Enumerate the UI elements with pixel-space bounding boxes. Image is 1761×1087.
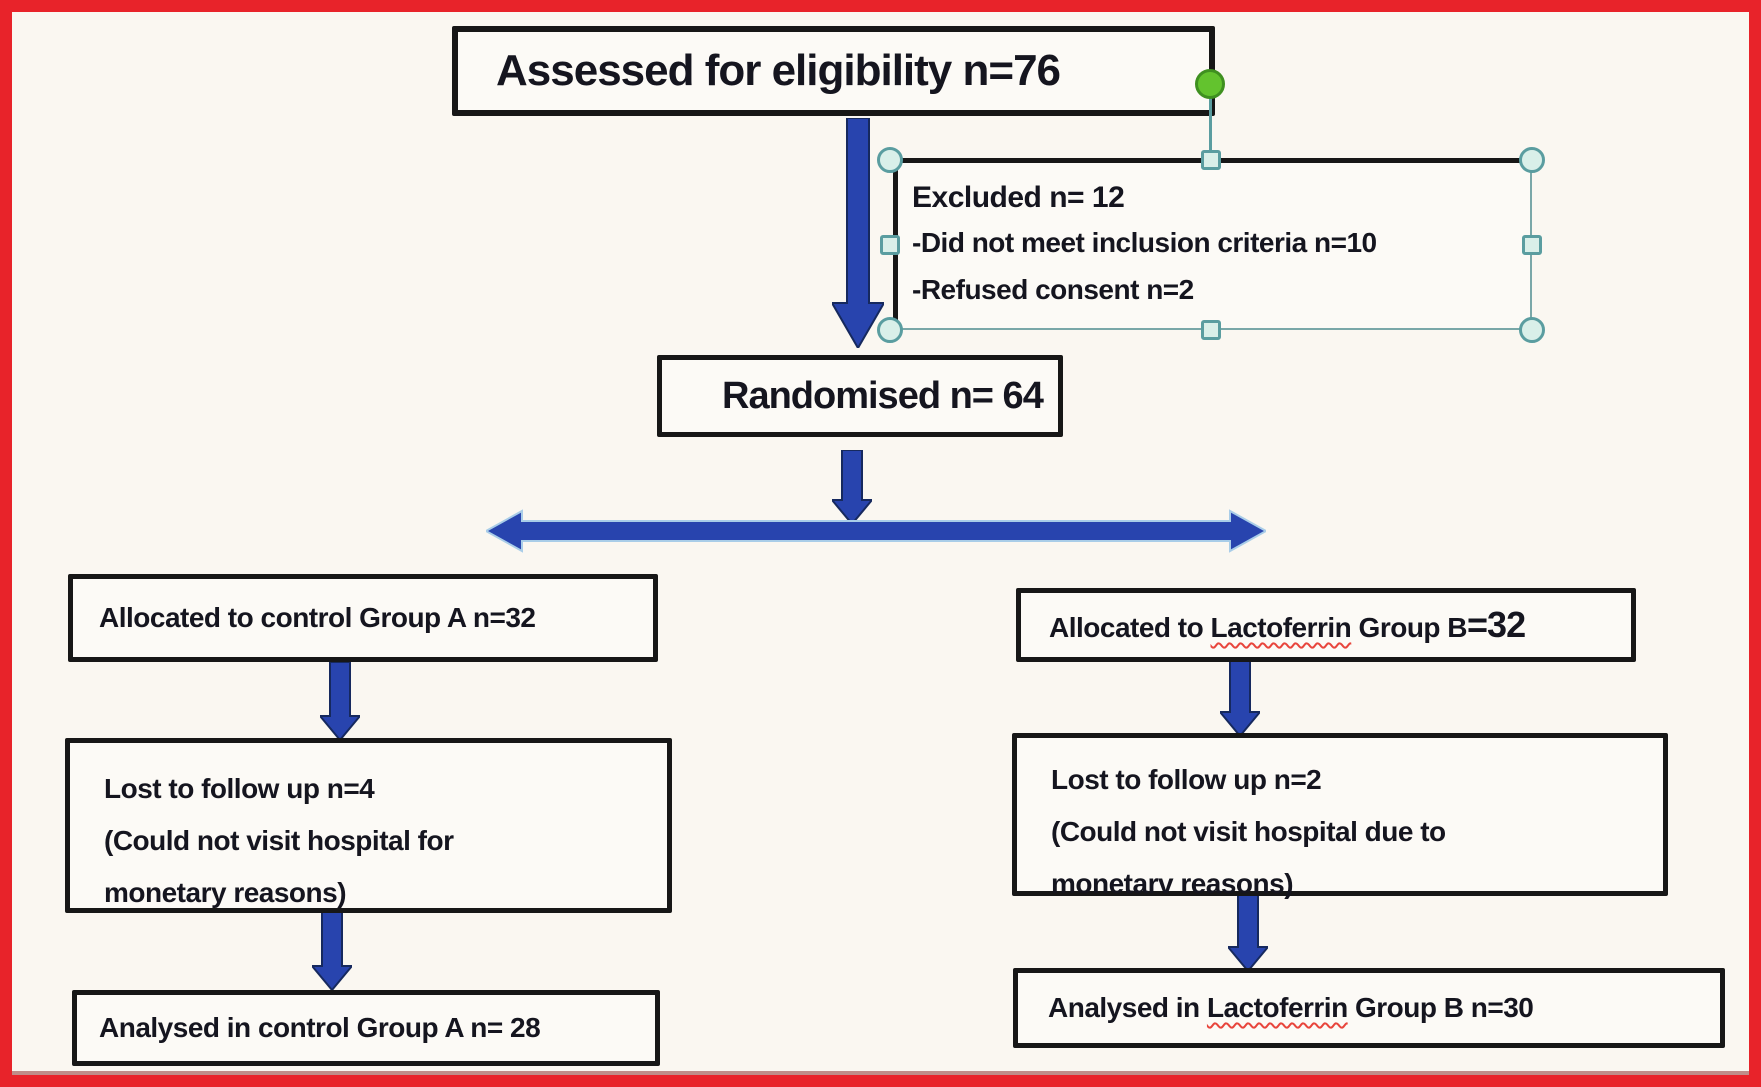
- arrow-alloc-control-to-lost[interactable]: [320, 662, 360, 740]
- selection-handle-right-mid[interactable]: [1522, 235, 1542, 255]
- rotate-handle-connector: [1209, 97, 1212, 159]
- lost-lactoferrin-line: Lost to follow up n=2: [1051, 764, 1322, 795]
- excluded-item: -Did not meet inclusion criteria n=10: [912, 227, 1377, 258]
- selection-handle-top-mid[interactable]: [1201, 150, 1221, 170]
- spellcheck-word: Lactoferrin: [1206, 992, 1348, 1023]
- spellcheck-word: Lactoferrin: [1210, 612, 1352, 643]
- allocated-control-label: Allocated to control Group A n=32: [99, 602, 536, 633]
- arrow-lost-lactoferrin-to-analysed[interactable]: [1228, 893, 1268, 971]
- allocated-lactoferrin-count: =32: [1467, 604, 1526, 645]
- selection-handle-top-right[interactable]: [1519, 147, 1545, 173]
- allocated-lactoferrin-label: Allocated to Lactoferrin Group B=32: [1049, 604, 1526, 645]
- analysed-lactoferrin-box[interactable]: Analysed in Lactoferrin Group B n=30: [1013, 968, 1725, 1048]
- arrow-randomised-to-split[interactable]: [832, 450, 872, 524]
- selection-handle-bottom-mid[interactable]: [1201, 320, 1221, 340]
- arrow-lost-control-to-analysed[interactable]: [312, 912, 352, 990]
- excluded-item: -Refused consent n=2: [912, 274, 1194, 305]
- arrow-alloc-lactoferrin-to-lost[interactable]: [1220, 658, 1260, 736]
- randomised-box[interactable]: Randomised n= 64: [657, 355, 1063, 437]
- selection-handle-bottom-left[interactable]: [877, 317, 903, 343]
- analysed-control-box[interactable]: Analysed in control Group A n= 28: [72, 990, 660, 1066]
- arrow-assessed-to-randomised[interactable]: [832, 118, 884, 348]
- randomised-label: Randomised n= 64: [722, 374, 1044, 417]
- arrow-split-double-headed[interactable]: [486, 507, 1266, 555]
- excluded-title: Excluded n= 12: [912, 181, 1125, 214]
- analysed-lactoferrin-label: Analysed in Lactoferrin Group B n=30: [1048, 992, 1534, 1023]
- lost-control-line: monetary reasons): [104, 877, 347, 908]
- lost-lactoferrin-line: monetarv reasons): [1051, 868, 1294, 899]
- lost-control-box[interactable]: Lost to follow up n=4 (Could not visit h…: [65, 738, 672, 913]
- lost-control-line: Lost to follow up n=4: [104, 773, 375, 804]
- rotate-handle[interactable]: [1195, 69, 1225, 99]
- assessed-label: Assessed for eligibility n=76: [496, 46, 1061, 95]
- selection-handle-bottom-right[interactable]: [1519, 317, 1545, 343]
- allocated-lactoferrin-box[interactable]: Allocated to Lactoferrin Group B=32: [1016, 588, 1636, 662]
- excluded-box-selected[interactable]: Excluded n= 12 -Did not meet inclusion c…: [893, 158, 1532, 330]
- analysed-control-label: Analysed in control Group A n= 28: [99, 1012, 541, 1043]
- lost-lactoferrin-line: (Could not visit hospital due to: [1051, 816, 1446, 847]
- selection-handle-top-left[interactable]: [877, 147, 903, 173]
- lost-control-line: (Could not visit hospital for: [104, 825, 454, 856]
- selection-handle-left-mid[interactable]: [880, 235, 900, 255]
- allocated-control-box[interactable]: Allocated to control Group A n=32: [68, 574, 658, 662]
- assessed-box[interactable]: Assessed for eligibility n=76: [452, 26, 1215, 116]
- lost-lactoferrin-box[interactable]: Lost to follow up n=2 (Could not visit h…: [1012, 733, 1668, 899]
